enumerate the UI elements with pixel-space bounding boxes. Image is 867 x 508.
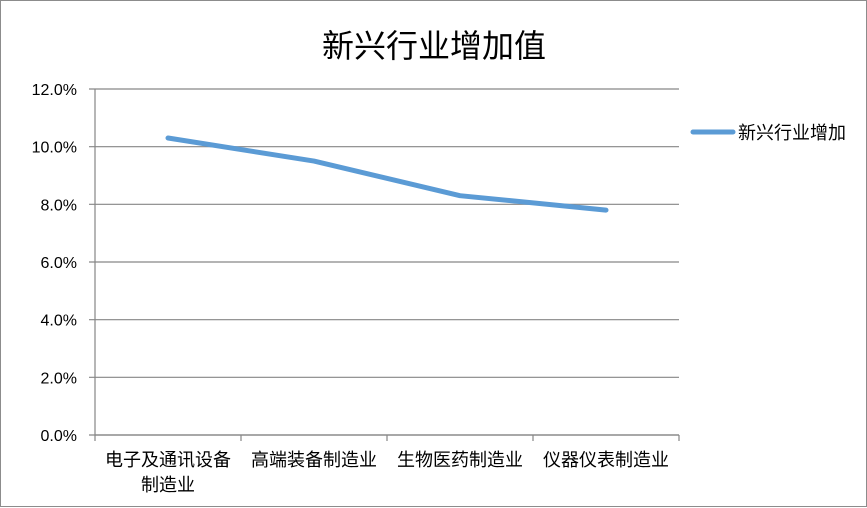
x-category-label-line: 制造业	[141, 475, 195, 496]
y-tick-label: 6.0%	[41, 255, 77, 272]
x-category-label-line: 高端装备制造业	[251, 450, 377, 471]
legend: 新兴行业增加	[690, 123, 846, 144]
legend-label: 新兴行业增加	[738, 123, 846, 144]
chart-title: 新兴行业增加值	[322, 27, 546, 65]
x-category-label: 生物医药制造业	[397, 450, 523, 471]
x-category-label: 电子及通讯设备制造业	[105, 450, 231, 496]
y-tick-label: 4.0%	[41, 313, 77, 330]
x-category-label: 仪器仪表制造业	[543, 450, 669, 471]
y-tick-label: 2.0%	[41, 370, 77, 387]
x-category-label: 高端装备制造业	[251, 450, 377, 471]
x-category-label-line: 仪器仪表制造业	[543, 450, 669, 471]
y-tick-label: 0.0%	[41, 428, 77, 445]
axes	[94, 89, 680, 441]
gridlines	[89, 88, 679, 436]
y-tick-label: 12.0%	[32, 82, 77, 99]
y-tick-label: 10.0%	[32, 140, 77, 157]
series-line	[165, 135, 609, 213]
x-category-label-line: 生物医药制造业	[397, 450, 523, 471]
series-layer	[165, 135, 609, 213]
y-tick-label: 8.0%	[41, 197, 77, 214]
x-category-label-line: 电子及通讯设备	[105, 450, 231, 471]
y-tick-labels: 0.0% 2.0% 4.0% 6.0% 8.0% 10.0% 12.0%	[32, 82, 77, 445]
